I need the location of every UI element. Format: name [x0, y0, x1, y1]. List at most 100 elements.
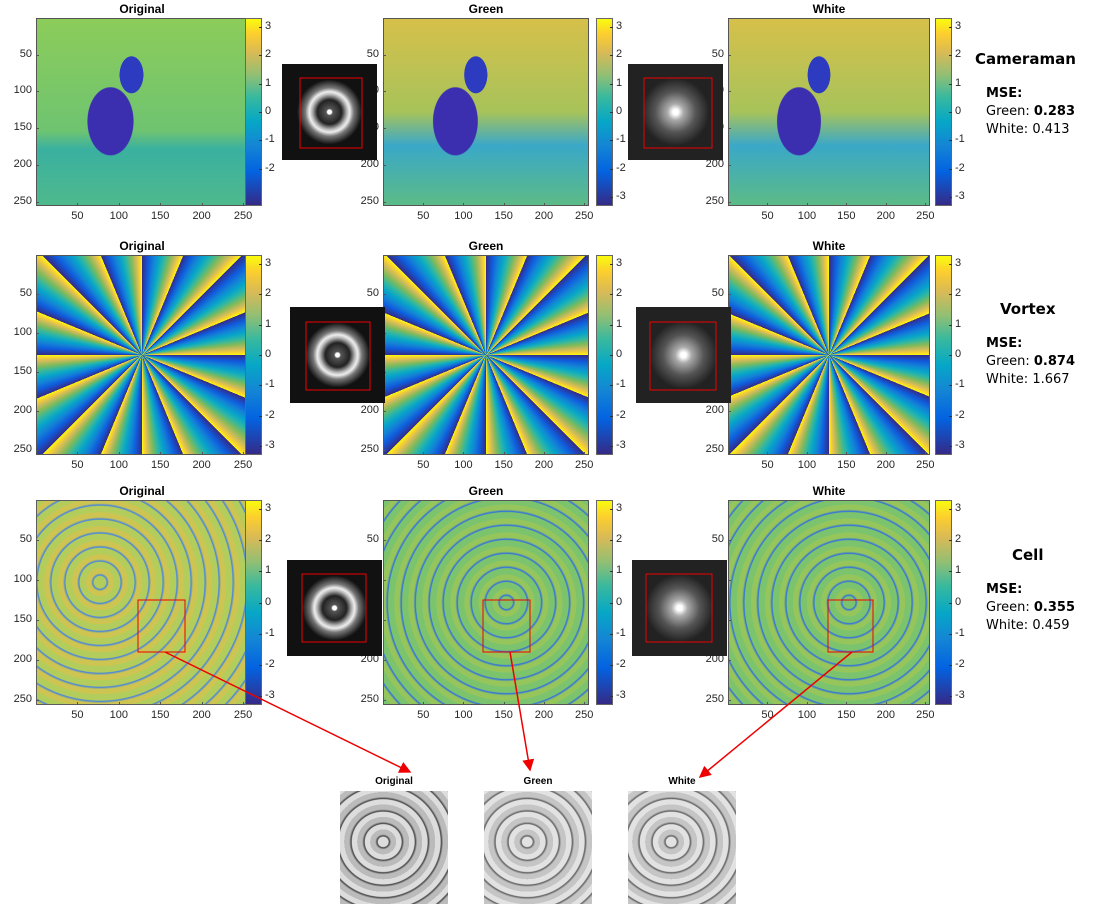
colorbar-tick-label: 1 — [616, 76, 623, 89]
phase-image — [728, 255, 930, 455]
colorbar-tick — [949, 294, 952, 296]
colorbar-tick — [259, 540, 262, 542]
colorbar-tick-label: 3 — [265, 502, 272, 515]
panel-title: Original — [119, 239, 165, 253]
mse-label: White: — [986, 618, 1029, 633]
colorbar-tick-label: -3 — [955, 190, 965, 203]
x-tick — [543, 702, 545, 705]
y-tick — [36, 164, 39, 166]
phase-image — [383, 500, 589, 705]
mse-label: White: — [986, 122, 1029, 137]
x-tick-label: 250 — [233, 459, 253, 471]
x-tick — [806, 203, 808, 206]
y-tick-label: 200 — [705, 653, 724, 666]
colorbar-tick — [949, 324, 952, 326]
x-tick — [543, 203, 545, 206]
y-tick — [36, 620, 39, 622]
colorbar-tick — [949, 55, 952, 57]
colorbar-tick — [949, 264, 952, 266]
colorbar-tick — [259, 633, 262, 635]
roi-box — [305, 321, 371, 391]
x-tick-label: 150 — [837, 709, 856, 721]
x-tick — [160, 452, 162, 455]
x-tick-label: 150 — [151, 210, 170, 222]
spectrum-inset — [282, 64, 377, 160]
y-tick-label: 50 — [19, 47, 32, 60]
colorbar-tick-label: -1 — [265, 133, 275, 146]
colorbar-tick — [949, 140, 952, 142]
colorbar-tick-label: -2 — [616, 161, 626, 174]
colorbar-tick-label: 2 — [955, 287, 962, 300]
colorbar-tick-label: 0 — [955, 348, 962, 360]
colorbar-tick-label: 1 — [955, 76, 962, 89]
x-tick — [77, 702, 79, 705]
colorbar-tick — [949, 571, 952, 573]
y-tick-label: 50 — [19, 533, 32, 546]
x-tick — [806, 702, 808, 705]
colorbar-tick — [610, 509, 613, 511]
x-tick — [463, 452, 465, 455]
panel-title: White — [812, 484, 846, 498]
colorbar-tick-label: -1 — [955, 133, 965, 146]
y-tick — [383, 620, 386, 622]
mse-line: MSE: — [986, 582, 1075, 597]
row-name: Cameraman — [975, 50, 1076, 68]
y-tick — [728, 128, 731, 130]
row-name: Cell — [1012, 546, 1044, 564]
x-tick-label: 200 — [192, 210, 211, 222]
x-tick — [925, 702, 927, 705]
mse-value: 0.355 — [1033, 600, 1076, 615]
mse-label: White: — [986, 372, 1029, 387]
colorbar-tick — [610, 445, 613, 447]
colorbar-tick — [259, 168, 262, 170]
colorbar-tick — [259, 55, 262, 57]
y-tick — [383, 54, 386, 56]
y-tick — [728, 540, 731, 542]
roi-box — [643, 77, 713, 149]
y-tick-label: 100 — [13, 573, 32, 586]
colorbar-tick — [949, 445, 952, 447]
colorbar-tick — [610, 602, 613, 604]
x-tick — [885, 203, 887, 206]
y-tick-label: 200 — [13, 653, 32, 666]
x-tick — [767, 452, 769, 455]
x-tick-label: 100 — [454, 459, 473, 471]
colorbar-tick-label: 3 — [955, 19, 962, 32]
y-tick — [36, 128, 39, 130]
y-tick — [383, 294, 386, 296]
mse-block: MSE: Green: 0.283 White: 0.413 — [986, 86, 1075, 137]
panel-title: Green — [468, 2, 504, 16]
colorbar-tick — [610, 168, 613, 170]
x-tick-label: 250 — [574, 709, 594, 721]
colorbar-tick-label: 1 — [265, 76, 272, 89]
x-tick — [846, 452, 848, 455]
y-tick-label: 100 — [13, 84, 32, 97]
x-tick-label: 250 — [916, 210, 935, 222]
colorbar-tick — [259, 83, 262, 85]
mse-line: MSE: — [986, 336, 1075, 351]
mse-line: Green: 0.355 — [986, 600, 1075, 615]
colorbar-tick — [259, 415, 262, 417]
x-tick-label: 100 — [109, 709, 128, 721]
colorbar-tick-label: -3 — [616, 190, 626, 203]
x-tick-label: 150 — [151, 709, 170, 721]
x-tick-label: 250 — [916, 459, 935, 471]
mse-label: MSE: — [986, 582, 1023, 597]
colorbar-tick — [949, 26, 952, 28]
y-tick — [728, 620, 731, 622]
x-tick — [503, 203, 505, 206]
x-tick — [584, 452, 586, 455]
x-tick-label: 250 — [574, 459, 594, 471]
colorbar-tick — [610, 695, 613, 697]
y-tick — [728, 411, 731, 413]
y-tick — [728, 201, 731, 203]
colorbar-tick-label: 2 — [616, 533, 623, 546]
colorbar-tick — [610, 324, 613, 326]
mse-line: White: 1.667 — [986, 372, 1075, 387]
x-tick — [846, 203, 848, 206]
x-tick-label: 250 — [574, 210, 594, 222]
colorbar-tick-label: -1 — [616, 378, 626, 391]
colorbar-tick — [610, 540, 613, 542]
x-tick — [503, 452, 505, 455]
